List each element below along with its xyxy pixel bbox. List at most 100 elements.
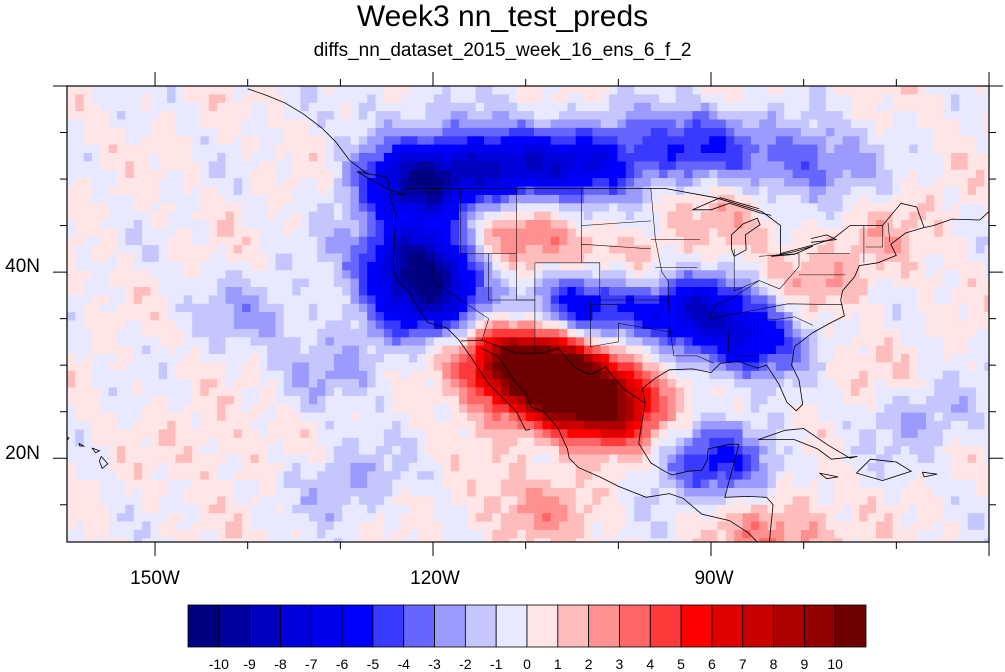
field-cell xyxy=(876,102,885,112)
field-cell xyxy=(567,194,577,204)
field-cell xyxy=(926,345,935,355)
field-cell xyxy=(959,127,969,137)
field-cell xyxy=(959,312,969,322)
field-cell xyxy=(500,379,510,389)
field-cell xyxy=(475,119,485,129)
field-cell xyxy=(734,295,744,305)
field-cell xyxy=(142,136,151,146)
field-cell xyxy=(650,320,660,330)
field-cell xyxy=(392,320,402,330)
field-cell xyxy=(283,404,293,414)
field-cell xyxy=(125,287,135,296)
field-cell xyxy=(976,295,985,305)
field-cell xyxy=(225,287,235,296)
field-cell xyxy=(217,270,226,280)
field-cell xyxy=(792,429,802,439)
field-cell xyxy=(358,119,368,129)
field-cell xyxy=(425,270,435,280)
field-cell xyxy=(993,203,1002,212)
field-cell xyxy=(759,220,769,229)
field-cell xyxy=(575,178,585,188)
field-cell xyxy=(742,354,752,363)
field-cell xyxy=(909,253,919,263)
field-cell xyxy=(767,144,777,154)
field-cell xyxy=(475,169,485,179)
field-cell xyxy=(800,119,810,129)
field-cell xyxy=(642,370,652,380)
field-cell xyxy=(158,261,168,271)
field-cell xyxy=(592,446,602,456)
field-cell xyxy=(250,362,260,372)
field-cell xyxy=(225,303,235,313)
field-cell xyxy=(517,312,527,322)
field-cell xyxy=(567,354,577,363)
field-cell xyxy=(267,354,277,363)
field-cell xyxy=(993,388,1002,397)
field-cell xyxy=(984,337,989,347)
field-cell xyxy=(459,454,468,464)
field-cell xyxy=(417,345,427,355)
field-cell xyxy=(709,236,719,246)
field-cell xyxy=(358,287,368,296)
field-cell xyxy=(650,446,660,456)
field-cell xyxy=(700,312,710,322)
field-cell xyxy=(867,379,877,389)
field-cell xyxy=(825,312,835,322)
field-cell xyxy=(734,387,744,397)
field-cell xyxy=(700,362,710,372)
field-cell xyxy=(92,454,101,464)
field-cell xyxy=(934,178,944,188)
field-cell xyxy=(158,404,168,414)
field-cell xyxy=(717,144,727,154)
field-cell xyxy=(517,446,527,456)
field-cell xyxy=(659,412,668,422)
field-cell xyxy=(550,86,560,95)
field-cell xyxy=(442,278,452,288)
field-cell xyxy=(567,429,577,439)
field-cell xyxy=(650,421,660,430)
field-cell xyxy=(650,270,660,280)
field-cell xyxy=(383,370,393,380)
field-cell xyxy=(584,178,593,188)
field-cell xyxy=(200,454,210,464)
field-cell xyxy=(559,245,568,255)
field-cell xyxy=(92,161,101,171)
field-cell xyxy=(92,320,101,330)
field-cell xyxy=(859,404,869,414)
field-cell xyxy=(967,178,977,188)
field-cell xyxy=(350,303,360,313)
field-cell xyxy=(233,295,243,305)
field-cell xyxy=(809,153,819,162)
field-cell xyxy=(825,261,835,271)
field-cell xyxy=(492,370,502,380)
field-cell xyxy=(484,320,493,330)
field-cell xyxy=(692,86,702,95)
field-cell xyxy=(559,287,568,296)
field-cell xyxy=(951,144,960,154)
field-cell xyxy=(850,354,860,363)
field-cell xyxy=(692,144,702,154)
field-cell xyxy=(267,303,277,313)
field-cell xyxy=(775,446,785,456)
field-cell xyxy=(600,220,610,229)
field-cell xyxy=(934,127,944,137)
field-cell xyxy=(467,395,477,405)
field-cell xyxy=(534,421,543,430)
field-cell xyxy=(775,102,785,112)
field-cell xyxy=(450,362,460,372)
field-cell xyxy=(375,362,385,372)
field-cell xyxy=(83,412,93,422)
field-cell xyxy=(383,186,393,196)
field-cell xyxy=(325,86,335,95)
field-cell xyxy=(934,270,944,280)
field-cell xyxy=(283,437,293,447)
field-cell xyxy=(67,161,76,171)
field-cell xyxy=(884,203,894,213)
field-cell xyxy=(258,446,268,456)
field-cell xyxy=(642,328,652,338)
field-cell xyxy=(575,278,585,288)
field-cell xyxy=(459,412,468,422)
field-cell xyxy=(100,429,110,439)
field-cell xyxy=(100,454,110,464)
field-cell xyxy=(333,203,343,213)
